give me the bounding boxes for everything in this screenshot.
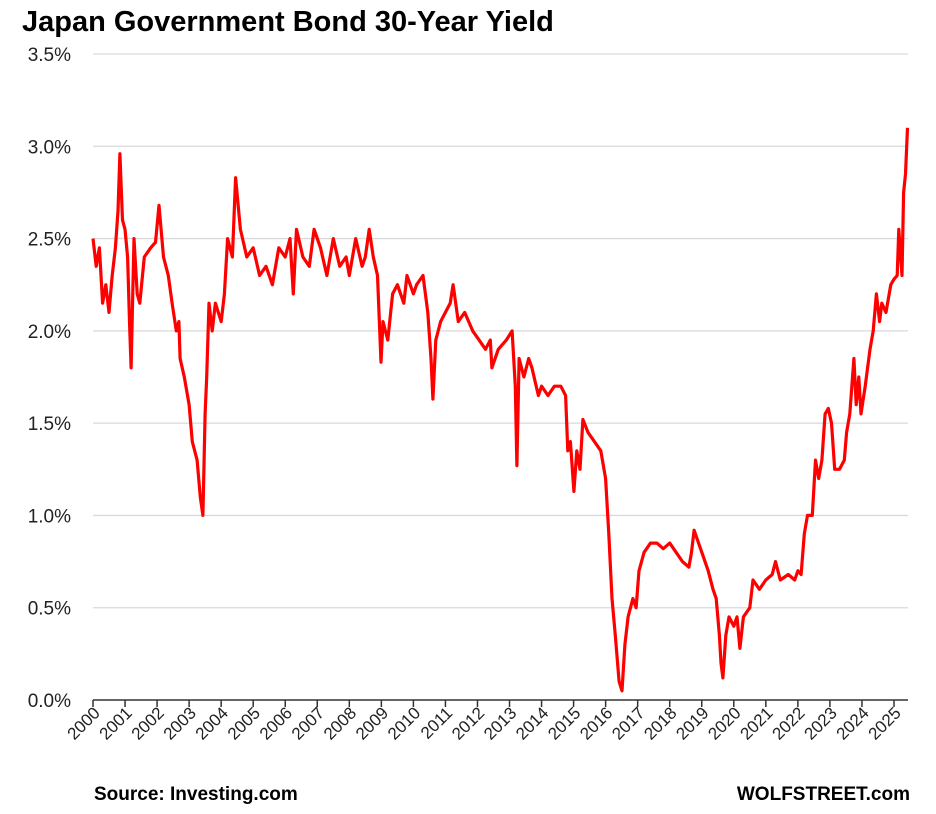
x-tick-label: 2015: [544, 703, 584, 743]
x-tick-label: 2020: [704, 703, 744, 743]
y-tick-label: 0.0%: [28, 691, 71, 712]
x-tick-label: 2014: [512, 703, 552, 743]
x-tick-label: 2023: [801, 703, 841, 743]
chart-title: Japan Government Bond 30-Year Yield: [22, 6, 554, 38]
x-tick-label: 2011: [417, 703, 456, 742]
x-tick-label: 2003: [160, 703, 200, 743]
y-tick-label: 0.5%: [28, 599, 71, 620]
x-tick-label: 2021: [736, 703, 776, 743]
x-tick-label: 2019: [672, 703, 712, 743]
x-tick-label: 2012: [448, 703, 488, 743]
y-tick-label: 1.5%: [28, 414, 71, 435]
x-tick-label: 2013: [480, 703, 520, 743]
y-tick-label: 2.5%: [28, 230, 71, 251]
x-tick-label: 2024: [833, 703, 873, 743]
x-tick-label: 2022: [769, 703, 809, 743]
yield-line: [91, 127, 910, 693]
y-tick-label: 1.0%: [28, 506, 71, 527]
y-tick-label: 3.5%: [28, 45, 71, 66]
x-tick-label: 2006: [256, 703, 296, 743]
brand-label: WOLFSTREET.com: [736, 784, 910, 805]
x-tick-label: 2017: [608, 703, 648, 743]
x-tick-label: 2009: [352, 703, 392, 743]
x-tick-label: 2005: [224, 703, 264, 743]
x-tick-label: 2025: [865, 703, 905, 743]
x-tick-label: 2008: [320, 703, 360, 743]
x-tick-label: 2018: [640, 703, 680, 743]
x-tick-label: 2010: [384, 703, 424, 743]
x-tick-label: 2004: [192, 703, 232, 743]
source-label: Source: Investing.com: [94, 784, 298, 805]
x-tick-label: 2001: [96, 703, 136, 743]
x-tick-label: 2016: [576, 703, 616, 743]
x-tick-label: 2002: [128, 703, 168, 743]
x-tick-label: 2007: [288, 703, 328, 743]
y-tick-label: 3.0%: [28, 137, 71, 158]
y-tick-label: 2.0%: [28, 322, 71, 343]
